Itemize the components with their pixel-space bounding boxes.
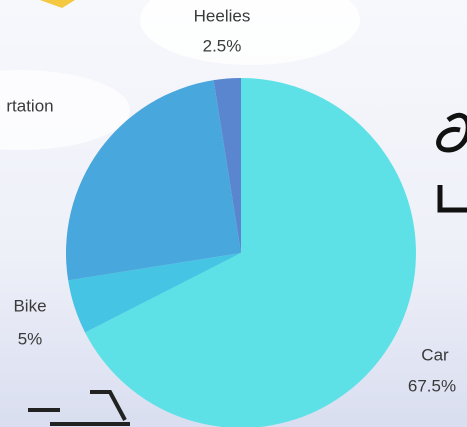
pie (66, 78, 416, 427)
category-label: Car (421, 345, 449, 364)
category-label: Heelies (194, 6, 251, 25)
cloud (140, 0, 360, 65)
pie-slice (213, 78, 241, 253)
value-label: 2.5% (203, 36, 242, 55)
category-label: Bike (13, 296, 46, 315)
doodle (436, 112, 467, 213)
category-label: rtation (6, 96, 53, 115)
value-label: 67.5% (408, 376, 456, 395)
pie-slice (85, 78, 416, 427)
pie-slice (66, 80, 241, 281)
doodle (28, 390, 130, 426)
cloud (0, 70, 130, 150)
pie-slice (68, 253, 241, 333)
sun-ray (40, 0, 75, 8)
labels: Car 67.5% Bike 5% rtation Heelies 2.5% (6, 6, 456, 395)
value-label: 5% (18, 329, 43, 348)
